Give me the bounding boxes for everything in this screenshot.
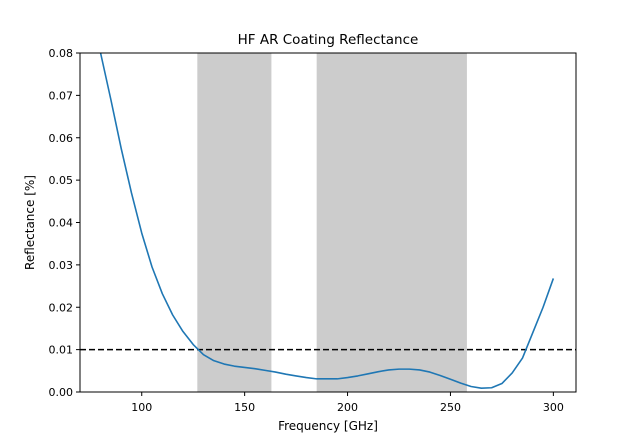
x-tick-label: 100 [131,401,152,414]
shaded-bands [197,53,467,392]
x-axis-label: Frequency [GHz] [278,419,378,433]
y-tick-label: 0.08 [49,47,74,60]
shaded-band-2 [316,53,467,392]
y-tick-label: 0.00 [49,386,74,399]
y-tick-label: 0.03 [49,259,74,272]
y-tick-label: 0.05 [49,174,74,187]
y-tick-label: 0.02 [49,301,74,314]
x-tick-label: 300 [543,401,564,414]
y-axis-label: Reflectance [%] [23,175,37,270]
y-tick-label: 0.06 [49,132,74,145]
x-tick-label: 250 [440,401,461,414]
chart-title: HF AR Coating Reflectance [238,32,419,48]
series-line-1 [99,52,555,389]
x-tick-label: 150 [234,401,255,414]
y-tick-label: 0.04 [49,217,74,230]
shaded-band-1 [197,53,272,392]
series-layer [99,52,555,389]
y-tick-label: 0.07 [49,89,74,102]
x-axis-ticks: 100 150 200 250 300 [131,392,564,414]
x-tick-label: 200 [337,401,358,414]
y-tick-label: 0.01 [49,344,74,357]
y-axis-ticks: 0.00 0.01 0.02 0.03 0.04 0.05 0.06 0.07 0.08 [49,47,80,399]
